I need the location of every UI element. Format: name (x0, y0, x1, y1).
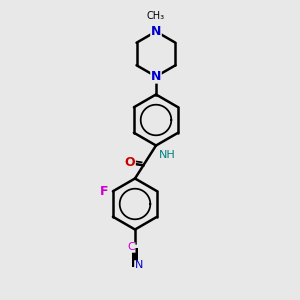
Text: NH: NH (159, 150, 176, 161)
Text: O: O (124, 156, 135, 169)
Text: N: N (151, 25, 161, 38)
Text: C: C (128, 242, 135, 253)
Text: CH₃: CH₃ (147, 11, 165, 21)
Text: F: F (100, 185, 108, 198)
Text: N: N (134, 260, 143, 271)
Text: N: N (151, 70, 161, 83)
